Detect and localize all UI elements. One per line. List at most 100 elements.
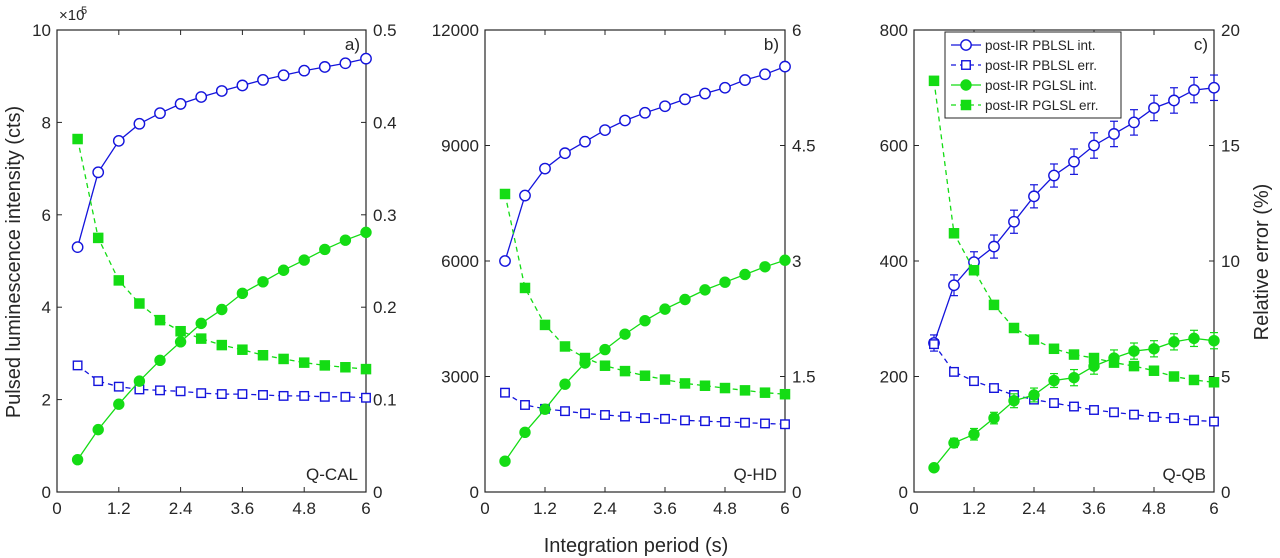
data-point bbox=[639, 106, 651, 119]
data-point bbox=[659, 374, 671, 385]
legend-marker bbox=[960, 39, 972, 51]
series-line bbox=[933, 343, 1215, 423]
sample-label: Q-CAL bbox=[306, 465, 358, 484]
data-point bbox=[237, 389, 248, 400]
y-tick-label-left: 8 bbox=[42, 113, 51, 132]
y-tick-label-right: 0.1 bbox=[373, 391, 397, 410]
data-point bbox=[759, 68, 771, 81]
data-point bbox=[988, 412, 1000, 424]
x-tick-label: 6 bbox=[1209, 499, 1218, 518]
series-4 bbox=[499, 188, 791, 400]
y-tick-label-right: 4.5 bbox=[792, 137, 816, 156]
series-3 bbox=[928, 329, 1220, 474]
series-line bbox=[504, 193, 786, 395]
data-point bbox=[298, 64, 311, 77]
data-point bbox=[133, 375, 146, 387]
y-tick-label-left: 12000 bbox=[432, 21, 479, 40]
data-point bbox=[559, 341, 571, 352]
series-2 bbox=[929, 339, 1219, 427]
data-point bbox=[1168, 94, 1180, 107]
data-point bbox=[195, 91, 208, 103]
data-point bbox=[679, 378, 691, 389]
data-point bbox=[318, 61, 331, 73]
x-tick-label: 0 bbox=[52, 499, 61, 518]
data-point bbox=[719, 276, 731, 288]
y-tick-label-left: 4 bbox=[42, 298, 51, 317]
data-point bbox=[1069, 401, 1079, 412]
data-point bbox=[216, 339, 228, 351]
data-point bbox=[237, 344, 248, 355]
x-tick-label: 6 bbox=[361, 499, 370, 518]
data-point bbox=[1048, 374, 1060, 387]
legend-entry: post-IR PGLSL int. bbox=[985, 78, 1097, 93]
data-point bbox=[278, 390, 289, 401]
data-point bbox=[969, 376, 979, 387]
data-point bbox=[1148, 343, 1160, 355]
data-point bbox=[72, 360, 83, 371]
data-point bbox=[360, 363, 372, 375]
data-point bbox=[1088, 139, 1100, 152]
x-tick-label: 3.6 bbox=[653, 499, 677, 518]
data-point bbox=[278, 353, 289, 365]
data-point bbox=[1209, 416, 1219, 427]
data-point bbox=[700, 416, 710, 427]
y-tick-label-left: 600 bbox=[880, 137, 908, 156]
y-tick-label-left: 400 bbox=[880, 252, 908, 271]
data-point bbox=[500, 387, 510, 398]
data-point bbox=[719, 81, 731, 94]
legend-marker bbox=[961, 60, 971, 70]
data-point bbox=[659, 100, 671, 113]
y-axis-label-left: Pulsed luminescence intensity (cts) bbox=[3, 106, 25, 418]
legend-entry: post-IR PBLSL err. bbox=[985, 58, 1097, 73]
legend-box bbox=[944, 31, 1122, 119]
data-point bbox=[257, 73, 269, 86]
data-point bbox=[639, 370, 651, 381]
data-point bbox=[133, 117, 146, 130]
y-tick-label-left: 3000 bbox=[441, 368, 479, 387]
data-point bbox=[134, 298, 145, 309]
y-tick-label-right: 0 bbox=[1221, 483, 1230, 502]
data-point bbox=[539, 162, 551, 175]
y-tick-label-right: 0.5 bbox=[373, 21, 397, 40]
data-point bbox=[989, 383, 999, 393]
y-tick-label-right: 15 bbox=[1221, 137, 1240, 156]
data-point bbox=[968, 428, 980, 440]
data-point bbox=[499, 455, 511, 467]
data-point bbox=[71, 453, 84, 466]
data-point bbox=[559, 378, 571, 390]
plot-frame bbox=[56, 29, 367, 493]
series-3 bbox=[71, 226, 372, 466]
panel-label: c) bbox=[1194, 35, 1208, 54]
data-point bbox=[580, 408, 590, 419]
data-point bbox=[92, 232, 104, 244]
data-point bbox=[298, 254, 310, 266]
data-point bbox=[1188, 332, 1200, 345]
data-point bbox=[599, 124, 611, 137]
data-point bbox=[739, 268, 751, 281]
y-tick-label-right: 5 bbox=[1221, 368, 1230, 387]
data-point bbox=[760, 418, 770, 429]
data-point bbox=[779, 60, 791, 73]
y-tick-label-right: 0 bbox=[373, 483, 382, 502]
y-multiplier: ×10 bbox=[59, 7, 84, 24]
data-point bbox=[968, 264, 980, 276]
data-point bbox=[739, 385, 751, 396]
data-point bbox=[1109, 407, 1119, 418]
data-point bbox=[319, 360, 331, 371]
series-4 bbox=[72, 133, 372, 375]
y-multiplier-exponent: 5 bbox=[81, 5, 87, 17]
y-tick-label-left: 200 bbox=[880, 368, 908, 387]
data-point bbox=[236, 79, 249, 92]
data-point bbox=[1188, 374, 1200, 386]
data-point bbox=[619, 365, 631, 377]
data-point bbox=[1189, 415, 1199, 426]
data-point bbox=[1108, 357, 1120, 368]
data-point bbox=[1068, 349, 1080, 360]
x-tick-label: 1.2 bbox=[962, 499, 986, 518]
data-point bbox=[660, 413, 670, 424]
panel-q-cal: 0 1.2 2.4 3.6 4.8 6024681000.10.20.30.40.5×10… bbox=[32, 5, 397, 518]
data-point bbox=[740, 417, 750, 428]
y-axis-label-right: Relative error (%) bbox=[1251, 184, 1273, 341]
data-point bbox=[720, 416, 730, 427]
data-point bbox=[1108, 128, 1120, 140]
